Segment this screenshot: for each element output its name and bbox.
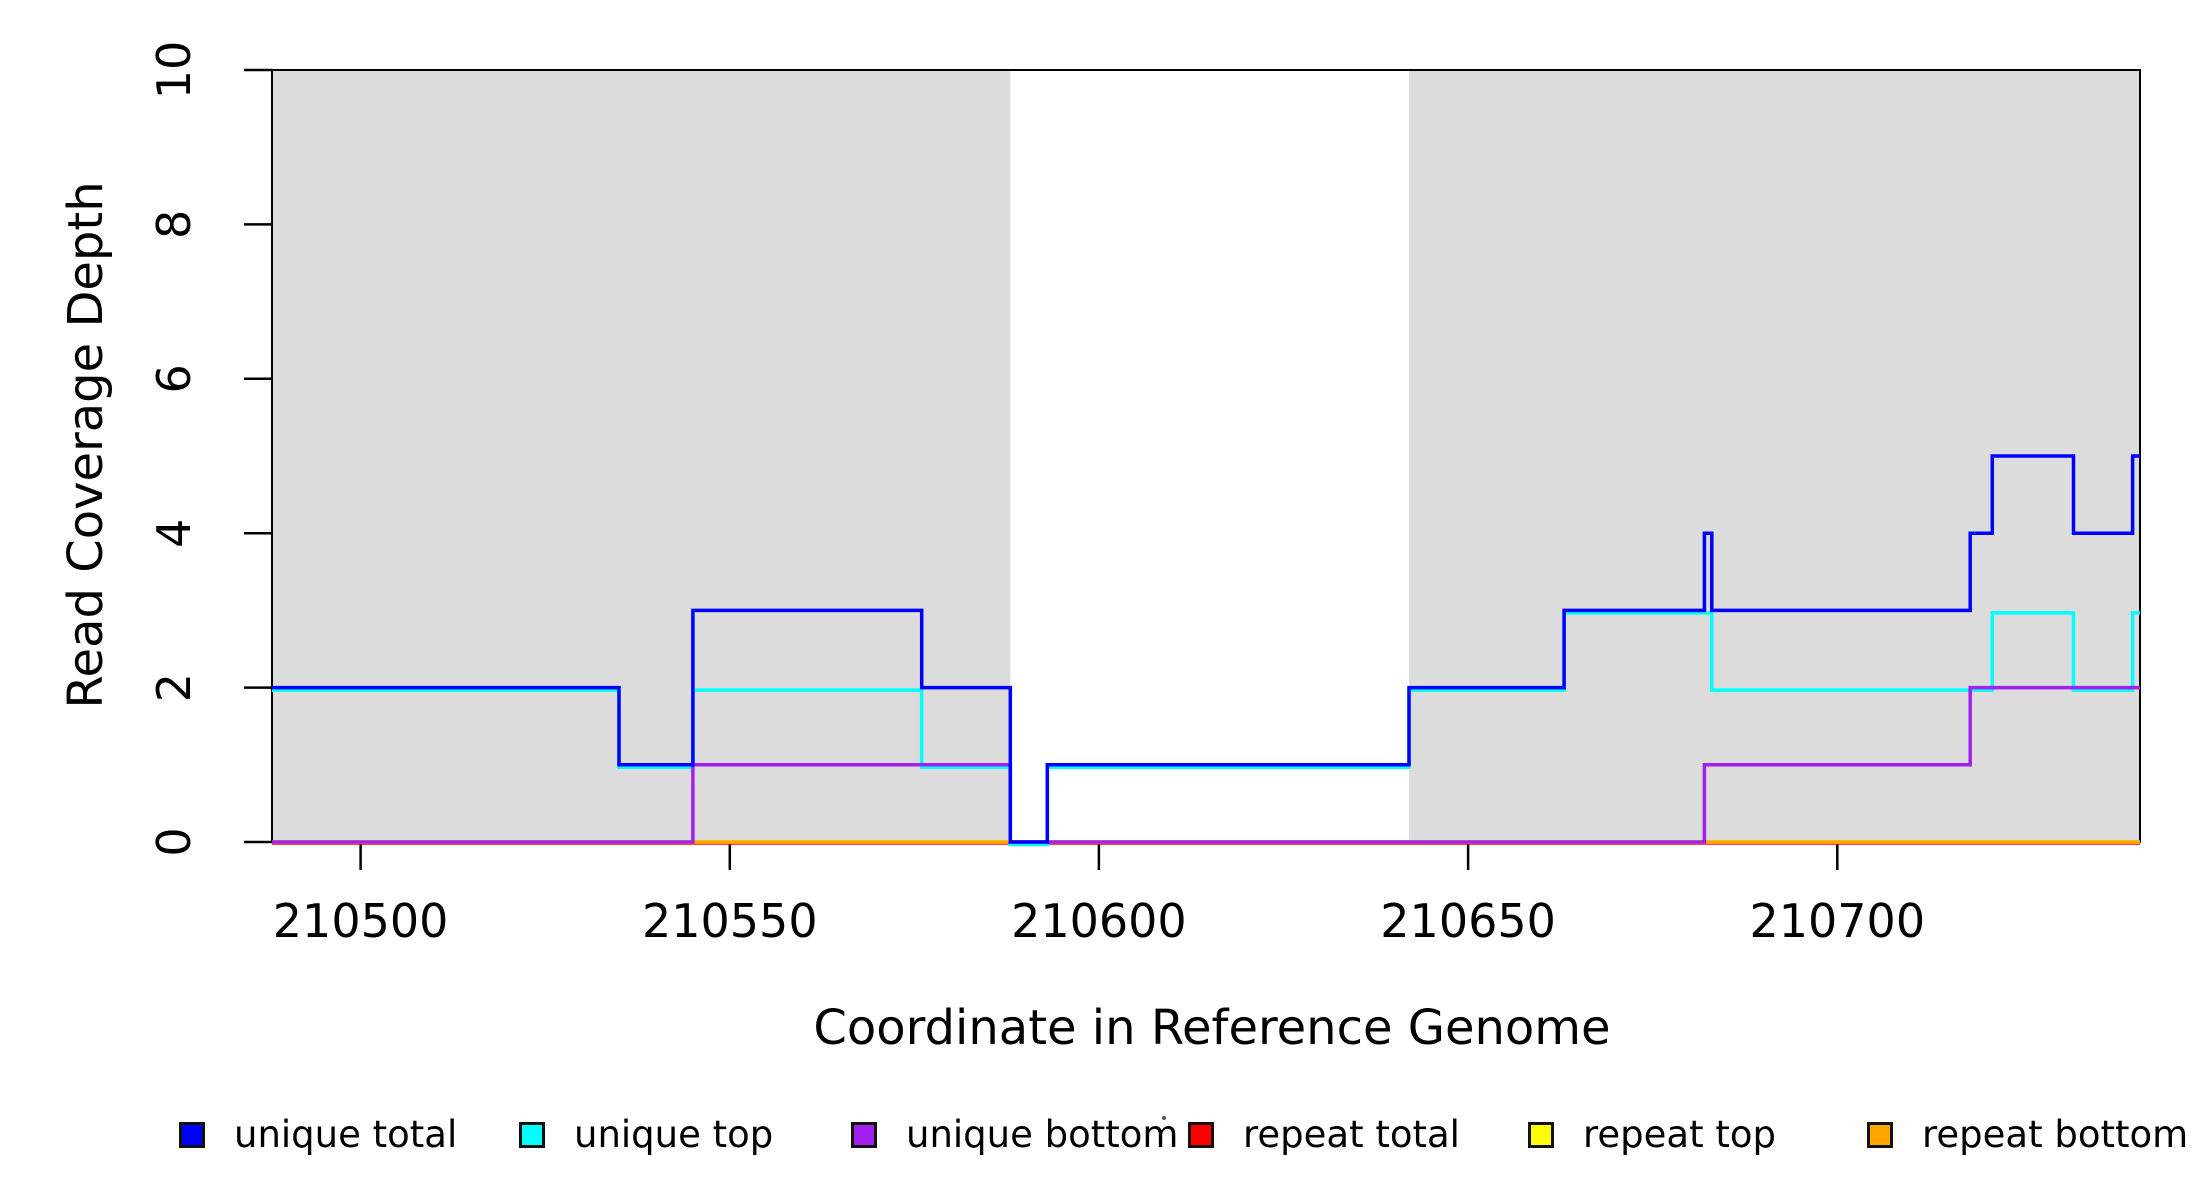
- legend-label: unique bottom: [906, 1113, 1179, 1156]
- legend-swatch-unique-bottom: [851, 1122, 877, 1148]
- legend-item-repeat-top: repeat top: [1528, 1112, 1776, 1158]
- legend-item-repeat-total: repeat total: [1188, 1112, 1460, 1158]
- y-tick-label: 10: [147, 41, 201, 100]
- legend-item-unique-bottom: unique bottom: [851, 1112, 1178, 1158]
- legend-item-unique-total: unique total: [179, 1112, 457, 1158]
- legend-swatch-repeat-bottom: [1867, 1122, 1893, 1148]
- shaded-region: [272, 70, 1011, 842]
- y-tick-label: 8: [147, 210, 201, 239]
- legend-swatch-repeat-total: [1188, 1122, 1214, 1148]
- series-unique-total: [272, 454, 2140, 844]
- legend-label: repeat total: [1243, 1113, 1460, 1156]
- legend-label: unique total: [234, 1113, 458, 1156]
- legend-label: repeat top: [1583, 1113, 1776, 1156]
- legend-item-repeat-bottom: repeat bottom: [1867, 1112, 2188, 1158]
- legend-swatch-repeat-top: [1528, 1122, 1554, 1148]
- y-tick-label: 4: [147, 519, 201, 548]
- x-axis-title: Coordinate in Reference Genome: [813, 1000, 1611, 1056]
- stray-dot: [1162, 1116, 1166, 1120]
- x-tick-label: 210700: [1749, 894, 1925, 948]
- x-tick-label: 210500: [273, 894, 449, 948]
- legend-swatch-unique-total: [179, 1122, 205, 1148]
- x-tick-label: 210650: [1380, 894, 1556, 948]
- y-tick-label: 0: [147, 827, 201, 856]
- legend-item-unique-top: unique top: [519, 1112, 773, 1158]
- legend-label: unique top: [574, 1113, 774, 1156]
- y-tick-label: 2: [147, 673, 201, 702]
- x-tick-label: 210600: [1011, 894, 1187, 948]
- series-unique-bottom: [272, 685, 2140, 844]
- y-axis-title: Read Coverage Depth: [58, 181, 114, 709]
- legend-label: repeat bottom: [1922, 1113, 2189, 1156]
- legend-swatch-unique-top: [519, 1122, 545, 1148]
- y-tick-label: 6: [147, 364, 201, 393]
- x-tick-label: 210550: [642, 894, 818, 948]
